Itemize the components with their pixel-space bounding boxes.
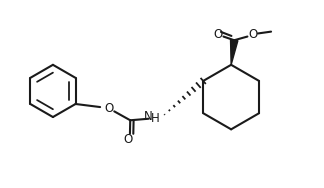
Text: O: O [123,133,133,146]
Polygon shape [231,40,238,65]
Text: H: H [150,112,159,125]
Text: O: O [248,28,257,41]
Text: N: N [144,110,152,123]
Text: O: O [214,28,223,41]
Text: O: O [105,102,114,115]
